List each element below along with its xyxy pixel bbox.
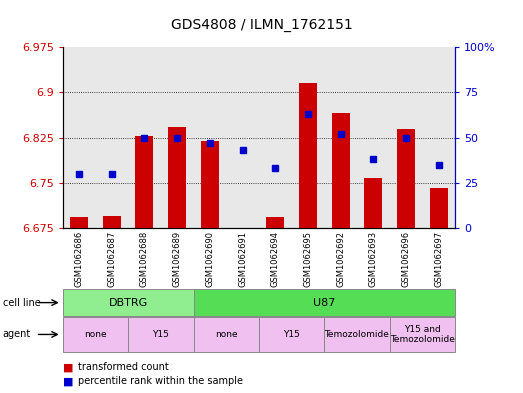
Bar (266, 217, 284, 228)
Bar (201, 141, 219, 228)
Text: U87: U87 (313, 298, 335, 308)
Bar (299, 83, 317, 228)
Bar (70, 217, 88, 228)
Text: Y15: Y15 (283, 330, 300, 339)
Text: ■: ■ (63, 362, 73, 373)
Text: none: none (84, 330, 107, 339)
Bar (234, 228, 252, 231)
Text: GDS4808 / ILMN_1762151: GDS4808 / ILMN_1762151 (170, 18, 353, 32)
Bar (135, 136, 153, 228)
Bar (365, 178, 382, 228)
Bar (168, 127, 186, 228)
Bar (332, 114, 349, 228)
Text: Y15: Y15 (152, 330, 169, 339)
Bar (397, 129, 415, 228)
Text: DBTRG: DBTRG (108, 298, 148, 308)
Text: none: none (215, 330, 237, 339)
Bar (103, 216, 121, 228)
Text: cell line: cell line (3, 298, 40, 308)
Bar (430, 187, 448, 228)
Text: percentile rank within the sample: percentile rank within the sample (78, 376, 243, 386)
Text: Y15 and
Temozolomide: Y15 and Temozolomide (390, 325, 455, 344)
Text: agent: agent (3, 329, 31, 340)
Text: transformed count: transformed count (78, 362, 169, 373)
Text: ■: ■ (63, 376, 73, 386)
Text: Temozolomide: Temozolomide (324, 330, 390, 339)
